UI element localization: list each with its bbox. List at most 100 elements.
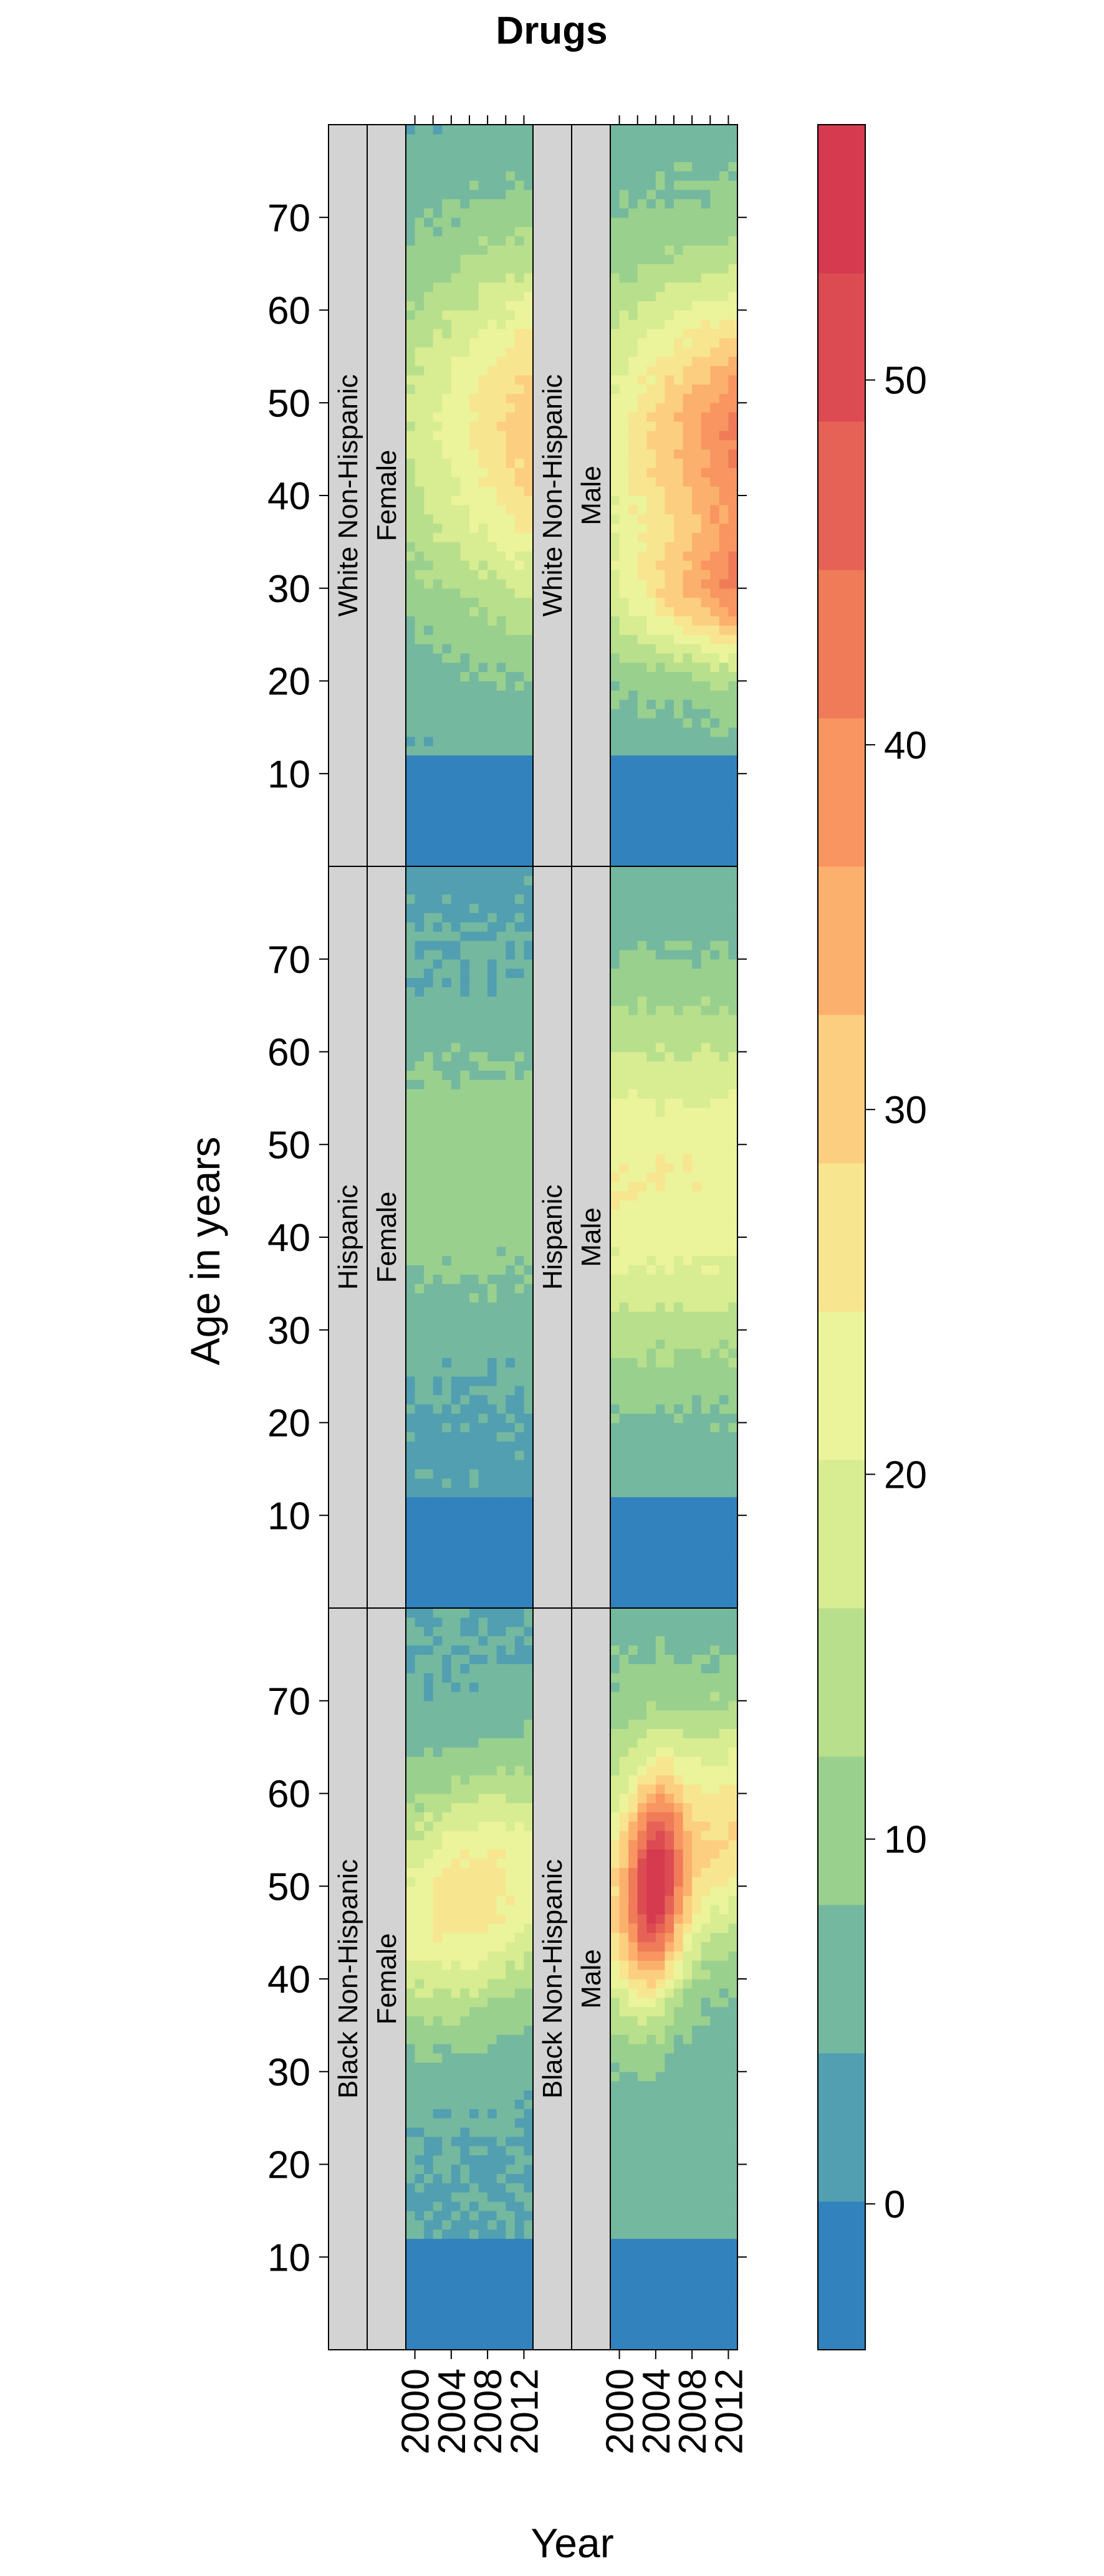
heatmap-cell [610, 532, 620, 542]
heatmap-cell [406, 1404, 416, 1414]
heatmap-cell [478, 328, 488, 338]
heatmap-cell [442, 365, 452, 376]
heatmap-cell [646, 551, 656, 561]
heatmap-cell [469, 245, 479, 255]
heatmap-cell [415, 1617, 425, 1627]
heatmap-cell [424, 2276, 434, 2286]
heatmap-cell [442, 2229, 452, 2239]
heatmap-cell [406, 1144, 416, 1154]
heatmap-cell [710, 829, 720, 839]
heatmap-cell [728, 365, 738, 376]
heatmap-cell [683, 1126, 693, 1136]
heatmap-cell [665, 875, 674, 886]
heatmap-cell [710, 486, 720, 496]
heatmap-cell [415, 570, 425, 580]
heatmap-cell [451, 412, 461, 422]
heatmap-cell [487, 1394, 497, 1405]
heatmap-cell [460, 365, 470, 376]
heatmap-cell [674, 125, 684, 135]
heatmap-cell [415, 2145, 425, 2156]
heatmap-cell [610, 1228, 620, 1238]
heatmap-cell [665, 931, 674, 941]
heatmap-cell [460, 2312, 470, 2322]
heatmap-cell [719, 570, 729, 580]
heatmap-cell [442, 810, 452, 821]
heatmap-cell [665, 745, 674, 756]
heatmap-cell [451, 1080, 461, 1089]
heatmap-cell [415, 532, 425, 542]
heatmap-cell [719, 644, 729, 654]
heatmap-cell [478, 356, 488, 366]
heatmap-cell [514, 1561, 525, 1572]
heatmap-cell [496, 1126, 506, 1136]
heatmap-cell [701, 1116, 711, 1127]
heatmap-cell [424, 1265, 434, 1275]
heatmap-cell [701, 987, 711, 997]
heatmap-cell [424, 1422, 434, 1432]
heatmap-cell [424, 1450, 434, 1460]
heatmap-cell [646, 616, 656, 626]
heatmap-cell [442, 496, 452, 505]
heatmap-cell [524, 1005, 534, 1015]
heatmap-cell [424, 477, 434, 487]
heatmap-cell [442, 848, 452, 858]
heatmap-cell [487, 1599, 497, 1609]
heatmap-cell [506, 977, 516, 987]
heatmap-cell [469, 653, 479, 663]
heatmap-cell [701, 125, 711, 135]
heatmap-cell [646, 1506, 656, 1516]
heatmap-cell [674, 347, 684, 357]
heatmap-cell [469, 1070, 479, 1080]
heatmap-cell [646, 634, 656, 644]
heatmap-cell [728, 1089, 738, 1099]
heatmap-cell [451, 2294, 461, 2304]
strip-label-race: White Non-Hispanic [333, 375, 363, 617]
heatmap-cell [415, 2248, 425, 2258]
heatmap-cell [610, 1265, 620, 1275]
heatmap-cell [646, 1534, 656, 1544]
heatmap-cell [424, 922, 434, 932]
heatmap-cell [646, 570, 656, 580]
heatmap-cell [496, 300, 506, 311]
heatmap-cell [460, 310, 470, 320]
heatmap-cell [442, 2016, 452, 2026]
heatmap-cell [442, 1635, 452, 1646]
heatmap-cell [415, 1237, 425, 1247]
heatmap-cell [514, 1468, 525, 1479]
heatmap-cell [451, 773, 461, 783]
heatmap-cell [451, 236, 461, 246]
heatmap-cell [487, 282, 497, 292]
heatmap-cell [487, 727, 497, 737]
heatmap-cell [637, 616, 647, 626]
heatmap-cell [506, 152, 516, 163]
heatmap-cell [506, 1246, 516, 1257]
heatmap-cell [674, 236, 684, 246]
heatmap-cell [655, 496, 666, 505]
heatmap-cell [637, 1265, 647, 1275]
heatmap-cell [487, 848, 497, 858]
heatmap-cell [628, 254, 638, 264]
heatmap-cell [637, 941, 647, 950]
heatmap-cell [442, 857, 452, 867]
heatmap-cell [674, 328, 684, 338]
heatmap-cell [610, 143, 620, 153]
heatmap-cell [496, 1394, 506, 1405]
heatmap-cell [478, 523, 488, 534]
heatmap-cell [506, 968, 516, 979]
heatmap-cell [506, 922, 516, 932]
heatmap-cell [683, 1080, 693, 1089]
heatmap-cell [451, 1460, 461, 1470]
heatmap-cell [610, 393, 620, 403]
heatmap-cell [406, 217, 416, 227]
heatmap-cell [415, 1450, 425, 1460]
heatmap-cell [451, 996, 461, 1006]
heatmap-cell [655, 514, 666, 524]
heatmap-cell [728, 1005, 738, 1015]
heatmap-cell [442, 1932, 452, 1943]
heatmap-cell [469, 894, 479, 904]
heatmap-cell [655, 412, 666, 422]
heatmap-cell [442, 745, 452, 756]
heatmap-cell [719, 1552, 729, 1563]
heatmap-cell [433, 1960, 443, 1970]
heatmap-cell [487, 996, 497, 1006]
